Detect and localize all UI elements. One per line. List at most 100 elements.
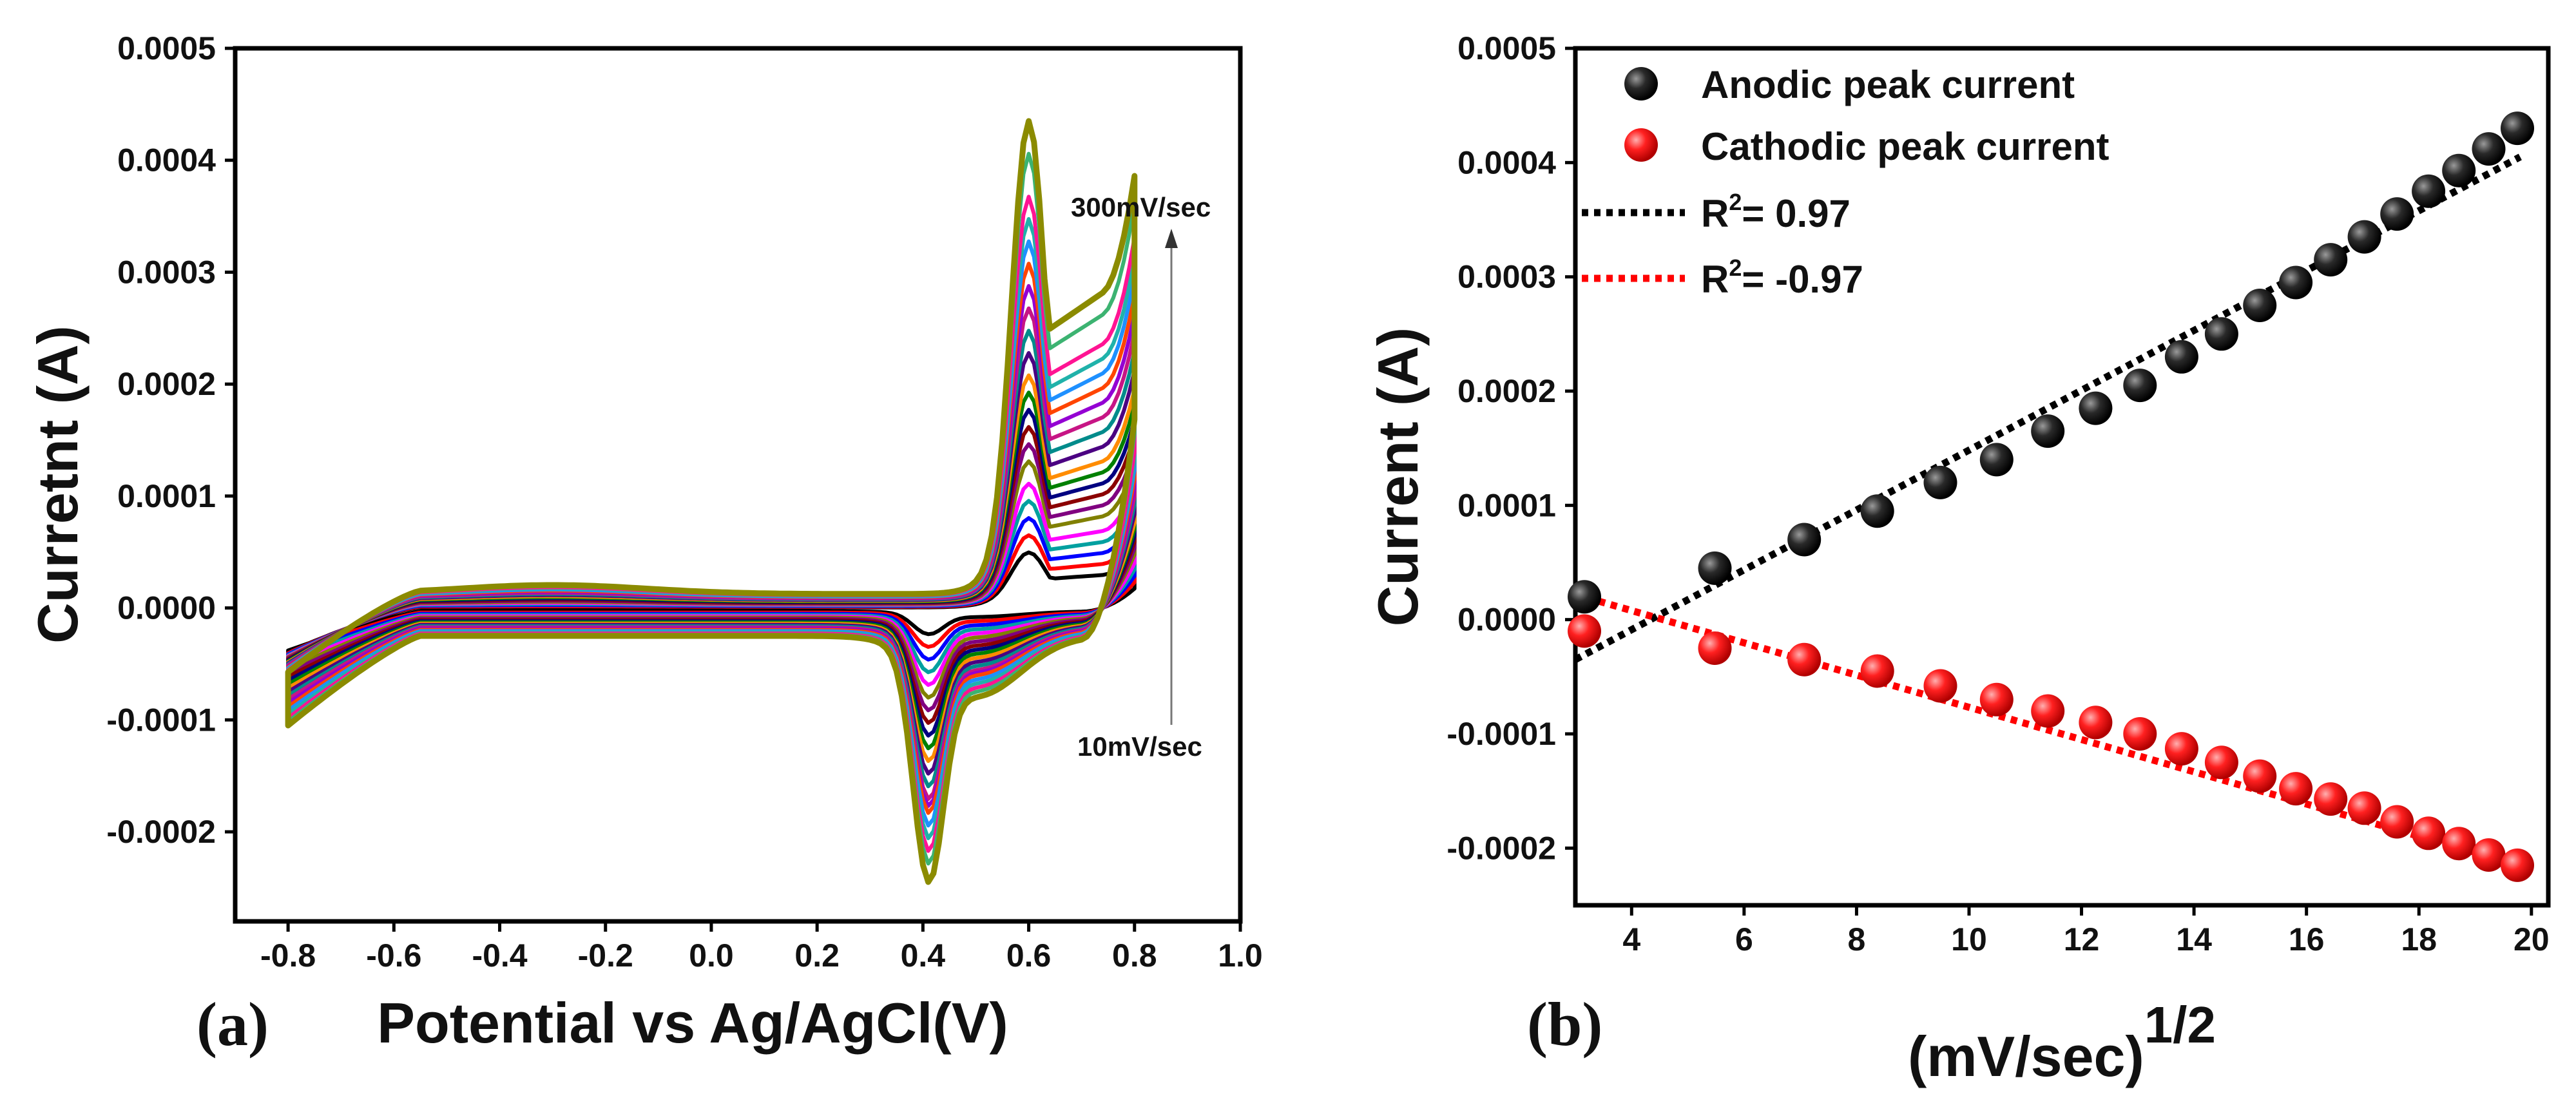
y-axis-ticks: 0.0005 0.0004 0.0003 0.0002 0.0001 0.0000 -0.0…: [106, 30, 235, 850]
cv-curve: [285, 118, 1138, 885]
x-tick-label: 0.8: [1112, 937, 1157, 974]
anodic-point: [2279, 265, 2313, 300]
legend-cathodic-marker: [1624, 128, 1658, 162]
x-tick-label: 14: [2176, 921, 2212, 957]
x-tick-label: 12: [2064, 921, 2100, 957]
y-tick-label: 0.0000: [1457, 602, 1556, 638]
cathodic-point: [1568, 614, 1601, 648]
annotation-10mv: 10mV/sec: [1077, 731, 1202, 762]
x-tick-label: 10: [1951, 921, 1987, 957]
anodic-point: [2380, 197, 2414, 231]
y-tick-label: 0.0004: [117, 142, 216, 178]
cathodic-point: [2164, 732, 2198, 766]
cathodic-point: [2079, 706, 2113, 740]
anodic-point: [2347, 220, 2381, 254]
x-tick-label: -0.4: [472, 937, 527, 974]
anodic-point: [1979, 443, 2014, 477]
y-tick-label: 0.0000: [117, 590, 216, 626]
cathodic-point: [1860, 654, 1894, 688]
cathodic-point: [2442, 827, 2476, 861]
x-tick-label: 8: [1848, 921, 1866, 957]
scan-rate-arrow-head: [1165, 229, 1178, 248]
anodic-point: [2442, 153, 2476, 187]
cathodic-point: [1923, 669, 1957, 703]
y-tick-label: 0.0001: [1457, 487, 1556, 523]
data-points: [1568, 111, 2534, 882]
x-tick-label: -0.8: [260, 937, 316, 974]
panel-b-frame: [1573, 46, 2551, 908]
x-tick-label: 4: [1622, 921, 1640, 957]
cv-curves: [285, 118, 1138, 885]
y-tick-label: 0.0001: [117, 478, 216, 514]
y-tick-label: 0.0003: [117, 254, 216, 290]
y-axis-title: Current (A): [1366, 327, 1430, 626]
cathodic-point: [2501, 848, 2534, 882]
x-axis-ticks: 4 6 8 10 12 14 16 18 20: [1622, 905, 2550, 957]
cathodic-point: [2472, 838, 2506, 872]
panel-a: -0.8 -0.6 -0.4 -0.2 0.0 0.2 0.4 0.6 0.8 1.0 0.000…: [26, 30, 1263, 1059]
cathodic-point: [1979, 682, 2014, 716]
anodic-point: [1698, 551, 1732, 585]
y-tick-label: 0.0003: [1457, 259, 1556, 295]
x-tick-label: 6: [1735, 921, 1753, 957]
x-axis-ticks: -0.8 -0.6 -0.4 -0.2 0.0 0.2 0.4 0.6 0.8 1.0: [260, 921, 1263, 974]
x-tick-label: 20: [2514, 921, 2550, 957]
anodic-point: [2501, 111, 2534, 146]
y-tick-label: 0.0005: [117, 30, 216, 66]
legend-anodic-marker: [1624, 67, 1658, 101]
y-tick-label: 0.0002: [1457, 373, 1556, 409]
x-tick-label: 18: [2401, 921, 2437, 957]
x-tick-label: 0.4: [901, 937, 946, 974]
x-tick-label: 0.2: [794, 937, 840, 974]
anodic-point: [2079, 391, 2113, 425]
y-axis-title: Curretnt (A): [26, 325, 90, 644]
cathodic-point: [2031, 694, 2065, 728]
x-tick-label: -0.6: [366, 937, 421, 974]
cathodic-point: [2347, 791, 2381, 825]
x-tick-label: -0.2: [578, 937, 633, 974]
x-tick-label: 1.0: [1218, 937, 1263, 974]
cathodic-point: [1698, 631, 1732, 665]
anodic-point: [1568, 580, 1601, 614]
anodic-point: [2314, 243, 2348, 277]
cathodic-point: [2123, 717, 2157, 751]
panel-b: 4 6 8 10 12 14 16 18 20 0.0005 0.0004 0.0003 0.0002…: [1366, 30, 2551, 1088]
y-tick-label: -0.0002: [106, 814, 216, 850]
anodic-point: [2243, 289, 2277, 322]
anodic-point: [2412, 174, 2446, 208]
panel-label-b: (b): [1527, 990, 1602, 1059]
fit-lines: [1573, 153, 2522, 869]
cathodic-point: [2204, 745, 2238, 780]
legend-cathodic-fit-label: R2= -0.97: [1701, 255, 1863, 301]
anodic-point: [2031, 414, 2065, 448]
y-tick-label: -0.0002: [1447, 830, 1556, 866]
anodic-point: [2123, 369, 2157, 403]
cathodic-point: [2412, 816, 2446, 850]
anodic-point: [1923, 465, 1957, 499]
x-tick-label: 0.6: [1006, 937, 1052, 974]
anodic-point: [2204, 317, 2238, 351]
x-tick-label: 0.0: [689, 937, 734, 974]
y-tick-label: 0.0004: [1457, 144, 1556, 180]
anodic-point: [1787, 523, 1821, 557]
legend-anodic-label: Anodic peak current: [1701, 63, 2075, 106]
cathodic-point: [2279, 772, 2313, 806]
anodic-point: [2164, 340, 2198, 374]
fit-line: [1574, 591, 2521, 869]
panel-label-a: (a): [197, 990, 269, 1059]
legend-anodic-fit-label: R2= 0.97: [1701, 189, 1850, 235]
y-axis-ticks: 0.0005 0.0004 0.0003 0.0002 0.0001 0.0000 -0.0…: [1447, 30, 1575, 866]
anodic-point: [2472, 132, 2506, 166]
panel-a-frame: [233, 46, 1243, 924]
x-axis-title: Potential vs Ag/AgCl(V): [377, 991, 1008, 1055]
x-axis-title: (mV/sec)1/2: [1908, 996, 2216, 1088]
y-tick-label: 0.0002: [117, 366, 216, 402]
cathodic-point: [2243, 759, 2277, 793]
cathodic-point: [2380, 805, 2414, 839]
legend-cathodic-label: Cathodic peak current: [1701, 125, 2110, 168]
cathodic-point: [2314, 782, 2348, 816]
y-tick-label: -0.0001: [1447, 716, 1556, 752]
annotation-300mv: 300mV/sec: [1071, 192, 1211, 222]
legend: Anodic peak current Cathodic peak curren…: [1582, 63, 2110, 301]
